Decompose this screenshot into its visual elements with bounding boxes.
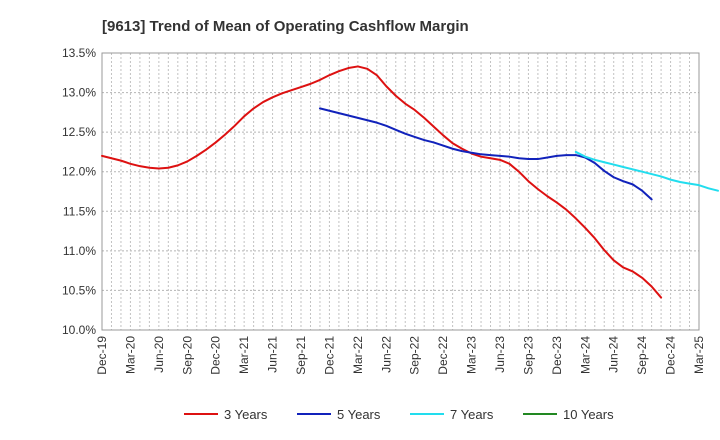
series-line-7-years <box>574 150 719 192</box>
series-line-5-years <box>318 107 653 201</box>
x-tick-label: Mar-21 <box>237 336 251 374</box>
x-tick-label: Dec-22 <box>436 336 450 375</box>
x-tick-label: Jun-24 <box>607 336 621 373</box>
x-tick-label: Sep-20 <box>180 336 194 375</box>
x-tick-label: Dec-20 <box>209 336 223 375</box>
y-axis-ticks: 10.0% 10.5% 11.0% 11.5% 12.0% 12.5% 13.0% 13.5% <box>62 46 96 337</box>
x-tick-label: Mar-25 <box>692 336 706 374</box>
x-tick-label: Sep-23 <box>521 336 535 375</box>
x-tick-label: Sep-24 <box>635 336 649 375</box>
y-tick-label: 12.5% <box>62 125 96 139</box>
y-tick-label: 10.5% <box>62 283 96 297</box>
grid-lines <box>101 52 700 331</box>
chart-title: [9613] Trend of Mean of Operating Cashfl… <box>102 18 469 35</box>
plot-frame <box>101 52 700 331</box>
y-tick-label: 11.5% <box>63 204 96 218</box>
x-tick-label: Jun-21 <box>266 336 280 373</box>
y-tick-label: 11.0% <box>63 244 96 258</box>
legend-label: 7 Years <box>450 407 494 422</box>
y-tick-label: 13.5% <box>62 46 96 60</box>
x-tick-label: Mar-23 <box>465 336 479 374</box>
x-tick-label: Sep-21 <box>294 336 308 375</box>
x-tick-label: Dec-19 <box>95 336 109 375</box>
y-tick-label: 10.0% <box>62 323 96 337</box>
x-axis-ticks: Dec-19 Mar-20 Jun-20 Sep-20 Dec-20 Mar-21 Jun-… <box>95 336 706 375</box>
series-lines <box>101 65 719 299</box>
x-tick-label: Jun-20 <box>152 336 166 373</box>
legend-label: 3 Years <box>224 407 268 422</box>
legend-label: 10 Years <box>563 407 614 422</box>
x-tick-label: Dec-21 <box>322 336 336 375</box>
legend-label: 5 Years <box>337 407 381 422</box>
x-tick-label: Mar-20 <box>123 336 137 374</box>
x-tick-label: Mar-22 <box>351 336 365 374</box>
y-tick-label: 13.0% <box>62 86 96 100</box>
legend: 3 Years 5 Years 7 Years 10 Years <box>184 407 614 422</box>
x-tick-label: Sep-22 <box>408 336 422 375</box>
x-tick-label: Jun-23 <box>493 336 507 373</box>
x-tick-label: Dec-24 <box>664 336 678 375</box>
series-line-3-years <box>101 65 663 299</box>
x-tick-label: Dec-23 <box>550 336 564 375</box>
x-tick-label: Jun-22 <box>379 336 393 373</box>
x-tick-label: Mar-24 <box>578 336 592 374</box>
y-tick-label: 12.0% <box>62 165 96 179</box>
